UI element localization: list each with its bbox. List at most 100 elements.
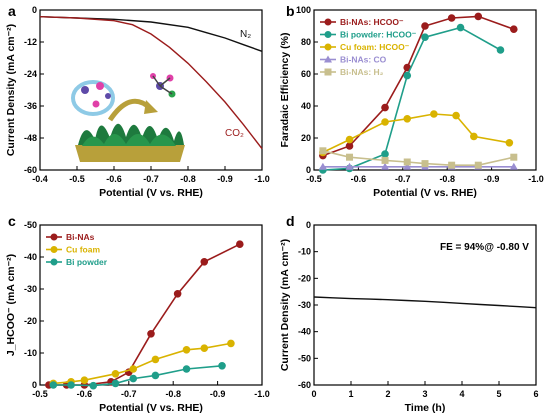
data-point	[421, 33, 429, 41]
x-tick-label: 3	[422, 389, 427, 399]
y-tick-label: -50	[24, 220, 37, 230]
y-tick-label: -40	[24, 252, 37, 262]
y-tick-label: -30	[298, 300, 311, 310]
data-point	[474, 12, 483, 21]
y-tick-label: 100	[296, 5, 311, 15]
x-tick-label: -0.5	[69, 174, 85, 184]
data-point	[111, 370, 120, 378]
data-point	[381, 103, 389, 112]
data-point	[200, 344, 209, 353]
legend-marker	[324, 31, 332, 38]
y-tick-label: -10	[24, 348, 37, 358]
data-point	[346, 153, 354, 161]
y-axis-label: Faradaic Efficiency (%)	[279, 33, 291, 148]
y-tick-label: 60	[301, 69, 311, 79]
panel-a-n2-label: N₂	[240, 29, 251, 40]
data-point	[111, 379, 120, 388]
x-tick-label: -0.9	[217, 174, 233, 184]
legend-label: Cu foam	[66, 245, 100, 255]
x-axis-label: Potential (V vs. RHE)	[373, 187, 477, 199]
y-tick-label: -20	[24, 316, 37, 326]
data-point	[319, 147, 327, 155]
data-point	[447, 14, 456, 22]
data-point	[67, 381, 75, 389]
catalyst-illustration	[71, 73, 185, 162]
x-tick-label: 0	[311, 389, 316, 399]
data-point	[403, 115, 412, 123]
data-point	[421, 22, 429, 30]
y-tick-label: 0	[32, 5, 37, 15]
y-tick-label: -10	[298, 247, 311, 257]
series-line	[39, 16, 263, 150]
y-tick-label: 20	[301, 133, 311, 143]
y-tick-label: -48	[24, 133, 37, 143]
data-point	[227, 339, 235, 348]
legend-marker	[324, 43, 332, 51]
y-tick-label: 40	[301, 101, 311, 111]
data-point	[403, 71, 412, 80]
x-tick-label: -0.7	[143, 174, 159, 184]
x-axis-label: Potential (V vs. RHE)	[99, 187, 203, 199]
legend-marker	[50, 246, 58, 253]
panel-a: -0.4 -0.5 -0.6 -0.7 -0.8 -0.9 -1.0 0 -12 -24 -36 -4…	[5, 5, 270, 199]
data-point	[430, 110, 438, 118]
legend-label: Bi powder	[66, 257, 108, 267]
data-point	[129, 374, 138, 383]
series-line	[313, 296, 537, 309]
panel-b: -0.5 -0.6 -0.7 -0.8 -0.9 -1.0 0 20 40 60 80 100 Pote…	[279, 5, 544, 199]
data-point	[448, 161, 456, 169]
data-point	[345, 162, 354, 170]
data-point	[381, 156, 389, 164]
data-point	[509, 162, 518, 170]
data-point	[510, 153, 518, 161]
x-tick-label: -0.4	[32, 174, 48, 184]
panel-b-letter: b	[286, 3, 295, 19]
y-tick-label: -60	[24, 165, 37, 175]
panel-d: 0 1 2 3 4 5 6 0 -10 -20 -30 -40 -50 -60 Time (h) Curren…	[279, 220, 539, 414]
series-line	[53, 365, 223, 387]
data-point	[381, 118, 389, 126]
legend-label: Bi-NAs: CO	[340, 55, 387, 65]
y-tick-label: -40	[298, 327, 311, 337]
data-point	[49, 381, 58, 389]
plot-frame	[313, 9, 537, 171]
x-tick-label: -0.8	[165, 389, 181, 399]
y-tick-label: -60	[298, 380, 311, 390]
data-point	[403, 63, 412, 72]
y-axis-label: Current Density (mA cm⁻²)	[279, 239, 291, 371]
panel-a-co2-label: CO₂	[225, 128, 244, 139]
x-tick-label: -1.0	[528, 174, 544, 184]
data-point	[173, 290, 182, 298]
legend-label: Cu foam: HCOO⁻	[340, 42, 410, 52]
x-tick-label: -0.6	[106, 174, 122, 184]
data-point	[236, 240, 244, 248]
data-point	[470, 132, 478, 141]
data-point	[403, 162, 412, 170]
x-tick-label: -0.9	[210, 389, 226, 399]
data-point	[80, 376, 89, 385]
y-tick-label: -24	[24, 69, 37, 79]
data-point	[421, 160, 429, 168]
data-point	[510, 25, 518, 33]
x-tick-label: -0.5	[32, 389, 48, 399]
y-tick-label: 0	[32, 380, 37, 390]
x-axis-label: Time (h)	[405, 402, 446, 414]
series-line	[322, 150, 514, 166]
legend-marker	[324, 68, 332, 76]
data-point	[182, 346, 191, 354]
y-tick-label: -36	[24, 101, 37, 111]
series-line	[322, 113, 510, 154]
x-tick-label: -0.5	[306, 174, 322, 184]
x-axis-label: Potential (V vs. RHE)	[99, 402, 203, 414]
legend-marker	[50, 258, 58, 266]
data-point	[496, 46, 505, 54]
series-line	[322, 15, 515, 157]
x-tick-label: 1	[348, 389, 353, 399]
legend-marker	[324, 18, 332, 26]
x-tick-label: -0.8	[439, 174, 455, 184]
y-axis-label: Current Density (mA cm⁻²)	[5, 24, 17, 156]
x-tick-label: -1.0	[254, 174, 270, 184]
data-point	[345, 142, 354, 150]
panel-c-letter: c	[8, 213, 16, 229]
